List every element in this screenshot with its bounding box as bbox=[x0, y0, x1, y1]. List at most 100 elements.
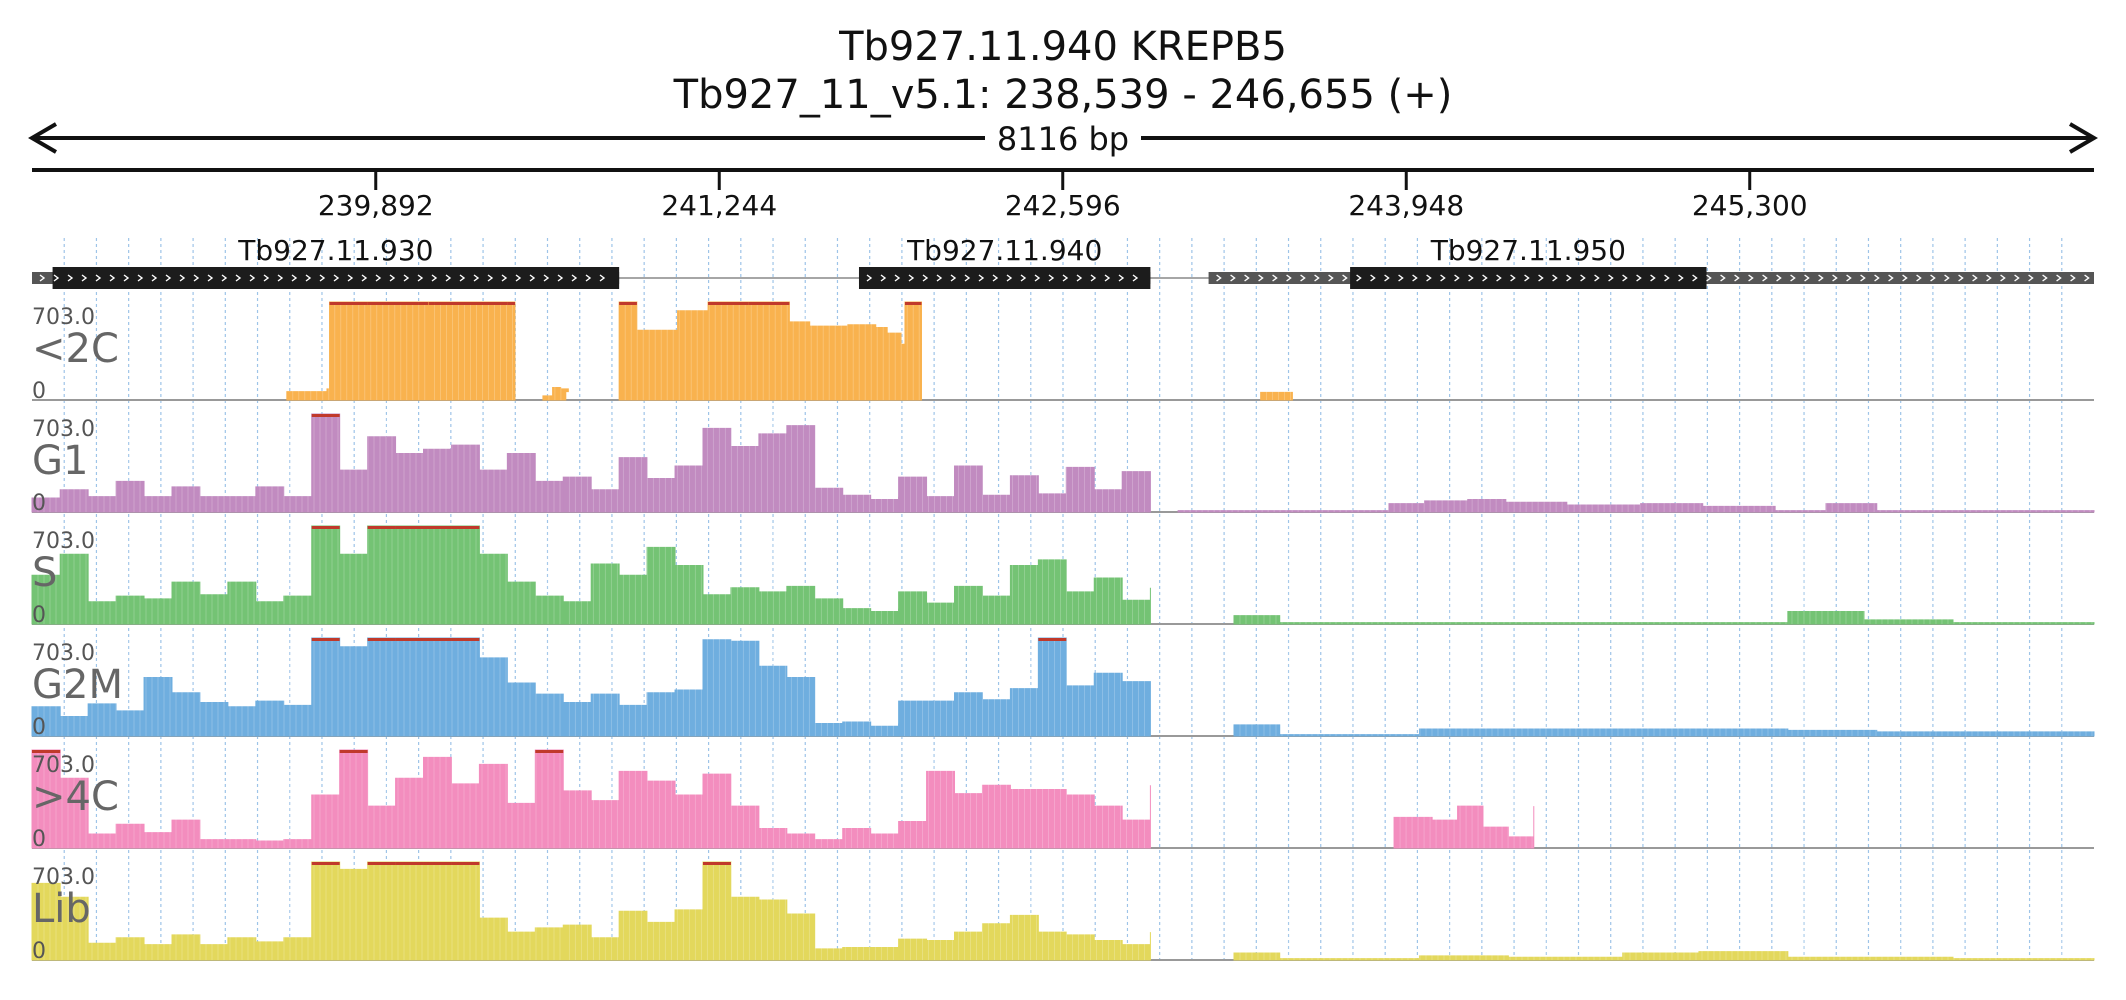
coverage-track: 703.0 0 G2M bbox=[31, 637, 2095, 740]
strand-arrow bbox=[1258, 274, 1264, 282]
strand-arrow bbox=[571, 274, 578, 282]
strand-arrow bbox=[1580, 274, 1586, 282]
strand-arrow bbox=[1846, 274, 1852, 282]
coverage-area bbox=[1177, 498, 2095, 513]
coverage-area bbox=[562, 639, 900, 737]
strand-arrow bbox=[1776, 274, 1782, 282]
gene-cds-bar bbox=[52, 267, 620, 289]
strand-arrow bbox=[333, 274, 340, 282]
strand-arrow bbox=[2042, 274, 2048, 282]
strand-arrow bbox=[1664, 274, 1670, 282]
strand-arrow bbox=[431, 274, 438, 282]
strand-arrow bbox=[543, 274, 550, 282]
strand-arrow bbox=[2014, 274, 2020, 282]
strand-arrow bbox=[515, 274, 522, 282]
coverage-area bbox=[542, 386, 569, 401]
strand-arrow bbox=[908, 274, 915, 282]
strand-arrow bbox=[1818, 274, 1824, 282]
saturation-mark bbox=[507, 302, 515, 305]
strand-arrow bbox=[2056, 274, 2062, 282]
strand-arrow bbox=[529, 274, 536, 282]
strand-arrow bbox=[1888, 274, 1894, 282]
strand-arrow bbox=[1076, 274, 1083, 282]
strand-arrow bbox=[1524, 274, 1530, 282]
saturation-mark bbox=[904, 302, 922, 305]
strand-arrow bbox=[1118, 274, 1125, 282]
strand-arrow bbox=[1468, 274, 1474, 282]
strand-arrow bbox=[67, 274, 74, 282]
coverage-area bbox=[31, 525, 564, 625]
track-min-label: 0 bbox=[32, 379, 46, 404]
saturation-mark bbox=[619, 302, 637, 305]
strand-arrow bbox=[1216, 274, 1222, 282]
strand-arrow bbox=[1034, 274, 1041, 282]
coverage-track: 703.0 0 <2C bbox=[32, 301, 2094, 404]
strand-arrow bbox=[964, 274, 971, 282]
strand-arrow bbox=[109, 274, 116, 282]
coverage-area bbox=[1233, 610, 2095, 625]
saturation-mark bbox=[451, 638, 480, 641]
strand-arrow bbox=[1356, 274, 1362, 282]
strand-arrow bbox=[1020, 274, 1027, 282]
strand-arrow bbox=[263, 274, 270, 282]
strand-arrow bbox=[1650, 274, 1656, 282]
strand-arrow bbox=[1678, 274, 1684, 282]
gene-title: Tb927.11.940 KREPB5 bbox=[838, 24, 1287, 70]
strand-arrow bbox=[1762, 274, 1768, 282]
coverage-area bbox=[562, 425, 900, 513]
saturation-mark bbox=[339, 750, 368, 753]
strand-arrow bbox=[459, 274, 466, 282]
coverage-area bbox=[898, 770, 1151, 849]
strand-arrow bbox=[922, 274, 929, 282]
strand-arrow bbox=[1048, 274, 1055, 282]
strand-arrow bbox=[375, 274, 382, 282]
strand-arrow bbox=[1062, 274, 1069, 282]
ruler-tick-label: 241,244 bbox=[661, 189, 777, 222]
strand-arrow bbox=[1636, 274, 1642, 282]
strand-arrow bbox=[1272, 274, 1278, 282]
saturation-mark bbox=[311, 414, 340, 417]
saturation-mark bbox=[428, 302, 435, 305]
strand-arrow bbox=[1342, 274, 1348, 282]
ruler-tick-label: 239,892 bbox=[318, 189, 434, 222]
strand-arrow bbox=[1132, 274, 1139, 282]
saturation-mark bbox=[451, 526, 480, 529]
strand-arrow bbox=[501, 274, 508, 282]
gene-cds-bar bbox=[858, 267, 1151, 289]
strand-arrow bbox=[978, 274, 985, 282]
track-name: >4C bbox=[32, 774, 119, 820]
strand-arrow bbox=[1986, 274, 1992, 282]
strand-arrow bbox=[992, 274, 999, 282]
saturation-mark bbox=[423, 862, 452, 865]
saturation-mark bbox=[329, 302, 368, 305]
strand-arrow bbox=[1552, 274, 1558, 282]
strand-arrow bbox=[1314, 274, 1320, 282]
track-name: <2C bbox=[32, 326, 119, 372]
saturation-mark bbox=[367, 862, 396, 865]
strand-arrow bbox=[1566, 274, 1572, 282]
track-min-label: 0 bbox=[32, 827, 46, 852]
track-name: G2M bbox=[32, 662, 123, 708]
strand-arrow bbox=[207, 274, 214, 282]
track-max-label: 703.0 bbox=[32, 641, 95, 666]
gene-label: Tb927.11.950 bbox=[1430, 234, 1626, 267]
strand-arrow bbox=[151, 274, 158, 282]
strand-arrow bbox=[557, 274, 564, 282]
strand-arrow bbox=[936, 274, 943, 282]
saturation-mark bbox=[367, 526, 396, 529]
saturation-mark bbox=[395, 638, 424, 641]
track-name: G1 bbox=[32, 438, 88, 484]
span-arrow bbox=[28, 122, 2098, 154]
coverage-area bbox=[562, 770, 900, 849]
strand-arrow bbox=[585, 274, 592, 282]
strand-arrow bbox=[1384, 274, 1390, 282]
strand-arrow bbox=[53, 274, 60, 282]
strand-arrow bbox=[880, 274, 887, 282]
coverage-area bbox=[31, 861, 564, 961]
saturation-mark bbox=[395, 862, 424, 865]
saturation-mark bbox=[311, 638, 340, 641]
coverage-tracks: 703.00<2C703.00G1703.00S703.00G2M703.00>… bbox=[31, 301, 2095, 964]
strand-arrow bbox=[389, 274, 396, 282]
saturation-mark bbox=[434, 302, 508, 305]
